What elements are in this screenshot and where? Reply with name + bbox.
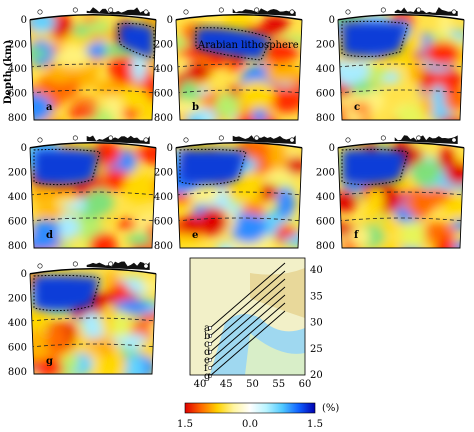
- depth-tick: 200: [316, 40, 335, 51]
- lon-tick: 50: [246, 379, 259, 390]
- profile-line: [209, 270, 286, 337]
- topography-c: [338, 7, 464, 20]
- depth-tick: 800: [154, 113, 173, 124]
- panel-label: a: [46, 102, 53, 113]
- profile-line: [209, 302, 286, 369]
- panel-label: b: [192, 102, 199, 113]
- lat-tick: 30: [310, 318, 323, 329]
- depth-tick: 200: [154, 40, 173, 51]
- depth-tick: 400: [316, 64, 335, 75]
- colorbar-unit: (%): [322, 403, 339, 414]
- panel-c: 0 200 400 600 800 c: [316, 7, 465, 124]
- panel-label: c: [354, 102, 360, 113]
- depth-tick: 600: [154, 217, 173, 228]
- depth-tick: 0: [167, 143, 173, 154]
- depth-tick: 800: [8, 367, 27, 378]
- panel-a: 0 200 400 600 800 a: [8, 7, 157, 124]
- lat-tick: 35: [310, 291, 323, 302]
- slab-label: Arabian lithosphere: [197, 40, 299, 51]
- panel-label: d: [46, 230, 53, 241]
- profile-label: c: [204, 339, 210, 350]
- panel-label: f: [354, 230, 359, 241]
- depth-tick: 800: [8, 113, 27, 124]
- depth-tick: 400: [8, 318, 27, 329]
- topography-d: [30, 135, 156, 148]
- profile-label: e: [204, 355, 210, 366]
- depth-tick: 0: [21, 143, 27, 154]
- panel-frame-e: [175, 142, 303, 249]
- topography-e: [176, 135, 302, 148]
- depth-tick: 600: [8, 217, 27, 228]
- depth-tick: 400: [8, 192, 27, 203]
- panel-frame-b: [175, 14, 303, 121]
- depth-tick: 600: [316, 89, 335, 100]
- colorbar-scale: [184, 402, 316, 414]
- panel-e: 0 200 400 600 800 e: [154, 135, 303, 252]
- lat-tick: 40: [310, 265, 323, 276]
- depth-axis-label: Depth (km): [3, 40, 14, 104]
- colorbar-tick-mid: 0.0: [242, 419, 258, 430]
- profile-line: [209, 262, 286, 329]
- profile-label: d: [204, 347, 211, 358]
- panel-label: g: [46, 356, 53, 367]
- depth-tick: 200: [8, 40, 27, 51]
- profile-line: [209, 286, 286, 353]
- lon-tick: 55: [272, 379, 285, 390]
- topography-a: [30, 7, 156, 20]
- panel-f: 0 200 400 600 800 f: [316, 135, 465, 252]
- depth-tick: 0: [167, 15, 173, 26]
- colorbar: 1.5 0.0 1.5 (%): [177, 402, 339, 430]
- profile-label: a: [204, 323, 210, 334]
- panel-b: 0 200 400 600 800 b Arabian lithosphere: [154, 7, 303, 124]
- depth-tick: 0: [329, 143, 335, 154]
- profile-line: [209, 278, 286, 345]
- depth-tick: 600: [154, 89, 173, 100]
- profile-label: f: [204, 363, 209, 374]
- depth-tick: 800: [154, 241, 173, 252]
- depth-tick: 400: [8, 64, 27, 75]
- depth-tick: 0: [21, 269, 27, 280]
- depth-tick: 800: [316, 113, 335, 124]
- depth-tick: 600: [316, 217, 335, 228]
- depth-tick: 800: [316, 241, 335, 252]
- depth-tick: 800: [8, 241, 27, 252]
- depth-tick: 600: [8, 89, 27, 100]
- panel-frame-g: [29, 268, 157, 375]
- depth-tick: 0: [329, 15, 335, 26]
- topography-b: [176, 7, 302, 20]
- panel-d: 0 200 400 600 800 d: [8, 135, 157, 252]
- lon-tick: 60: [299, 379, 312, 390]
- colorbar-tick-left: 1.5: [177, 419, 193, 430]
- panel-frame-c: [337, 14, 465, 121]
- depth-tick: 0: [21, 15, 27, 26]
- depth-tick: 400: [154, 192, 173, 203]
- panel-frame-d: [29, 142, 157, 249]
- profile-label: b: [204, 331, 210, 342]
- profile-line: [209, 294, 286, 361]
- depth-tick: 400: [154, 64, 173, 75]
- depth-tick: 200: [316, 168, 335, 179]
- lon-tick: 40: [194, 379, 207, 390]
- depth-tick: 200: [154, 168, 173, 179]
- panel-g: 0 200 400 600 800 g: [8, 261, 157, 378]
- colorbar-tick-right: 1.5: [307, 419, 323, 430]
- profile-line: [209, 310, 286, 377]
- profile-label: g: [204, 371, 211, 382]
- depth-tick: 600: [8, 343, 27, 354]
- panel-label: e: [192, 230, 198, 241]
- map-frame: [189, 257, 306, 376]
- lat-tick: 25: [310, 344, 323, 355]
- lon-tick: 45: [220, 379, 233, 390]
- panel-frame-f: [337, 142, 465, 249]
- panel-frame-a: [29, 14, 157, 121]
- depth-tick: 400: [316, 192, 335, 203]
- topography-g: [30, 261, 156, 274]
- depth-tick: 200: [8, 294, 27, 305]
- lat-tick: 20: [310, 370, 323, 381]
- topography-f: [338, 135, 464, 148]
- depth-tick: 200: [8, 168, 27, 179]
